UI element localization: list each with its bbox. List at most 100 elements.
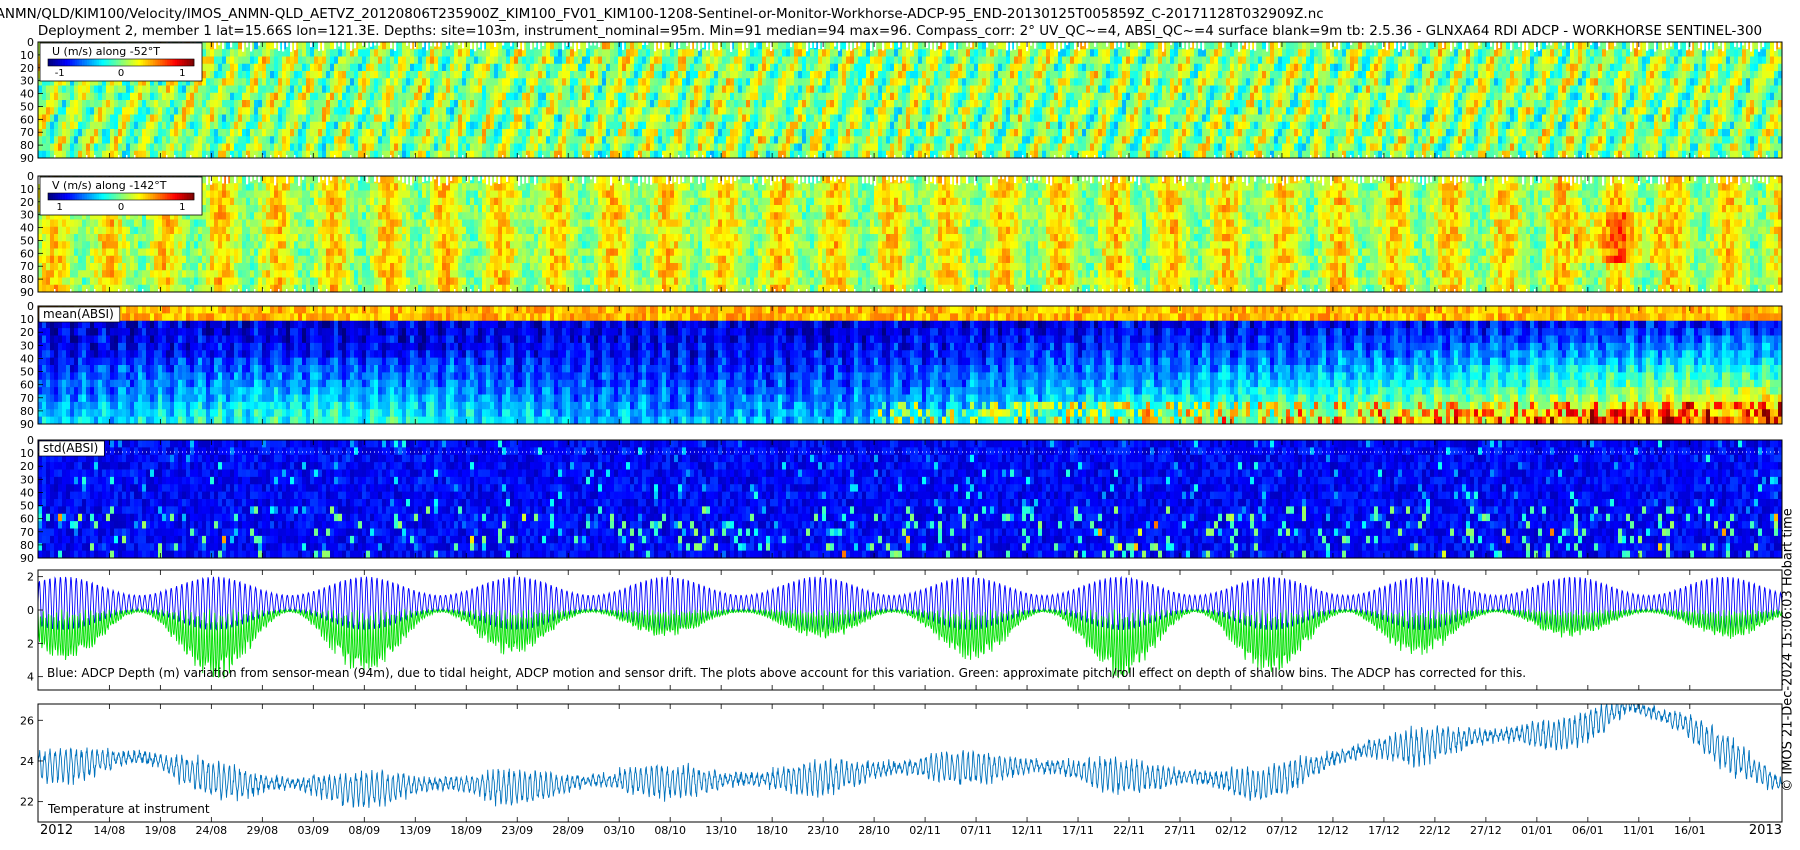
heatmap-cell [198,121,203,130]
heatmap-cell [62,143,67,152]
heatmap-cell [306,56,311,65]
heatmap-cell [1258,114,1263,123]
heatmap-cell [362,71,367,79]
heatmap-cell [878,129,883,137]
heatmap-cell [1166,143,1171,152]
heatmap-cell [374,92,379,101]
heatmap-cell [746,143,751,152]
heatmap-cell [858,150,863,158]
heatmap-cell [134,114,139,123]
heatmap-cell [558,42,563,50]
heatmap-cell [534,107,539,115]
heatmap-cell [734,107,739,115]
heatmap-cell [630,107,635,115]
heatmap-cell [1110,49,1115,57]
heatmap-cell [710,114,715,123]
heatmap-cell [654,49,659,57]
heatmap-cell [346,85,351,94]
heatmap-cell [630,63,635,72]
heatmap-cell [178,107,183,115]
heatmap-cell [1098,121,1103,130]
heatmap-cell [894,114,899,123]
heatmap-cell [462,85,467,94]
heatmap-cell [734,42,739,50]
heatmap-cell [1226,107,1231,115]
heatmap-cell [518,121,523,130]
heatmap-cell [526,114,531,123]
heatmap-cell [1250,136,1255,144]
heatmap-cell [606,129,611,137]
heatmap-cell [574,56,579,65]
heatmap-cell [846,121,851,130]
heatmap-cell [94,114,99,123]
heatmap-cell [258,129,263,137]
heatmap-cell [518,100,523,108]
heatmap-cell [306,42,311,50]
heatmap-cell [1146,63,1151,72]
heatmap-cell [958,143,963,152]
heatmap-cell [1106,100,1111,108]
heatmap-cell [1246,85,1251,94]
heatmap-cell [506,143,511,152]
heatmap-cell [414,49,419,57]
heatmap-cell [618,49,623,57]
heatmap-cell [222,114,227,123]
heatmap-cell [478,49,483,57]
heatmap-cell [758,100,763,108]
heatmap-cell [982,114,987,123]
heatmap-cell [390,78,395,86]
heatmap-cell [634,56,639,65]
heatmap-cell [858,63,863,72]
heatmap-cell [1074,129,1079,137]
heatmap-cell [778,100,783,108]
heatmap-cell [990,92,995,101]
heatmap-cell [746,71,751,79]
heatmap-cell [446,150,451,158]
heatmap-cell [534,129,539,137]
heatmap-cell [486,107,491,115]
heatmap-cell [294,136,299,144]
heatmap-cell [1086,49,1091,57]
heatmap-cell [870,85,875,94]
heatmap-cell [758,49,763,57]
heatmap-cell [1206,71,1211,79]
heatmap-cell [1054,71,1059,79]
heatmap-cell [254,121,259,130]
heatmap-cell [322,143,327,152]
heatmap-cell [1014,63,1019,72]
heatmap-cell [242,143,247,152]
heatmap-cell [606,85,611,94]
heatmap-cell [902,100,907,108]
heatmap-cell [534,92,539,101]
heatmap-cell [722,78,727,86]
heatmap-cell [206,92,211,101]
heatmap-cell [930,100,935,108]
heatmap-cell [326,114,331,123]
heatmap-cell [502,143,507,152]
heatmap-cell [422,85,427,94]
heatmap-cell [726,129,731,137]
heatmap-cell [554,85,559,94]
heatmap-cell [738,121,743,130]
heatmap-cell [1078,71,1083,79]
heatmap-cell [38,136,43,144]
heatmap-cell [1270,121,1275,130]
heatmap-cell [806,143,811,152]
heatmap-cell [86,107,91,115]
heatmap-cell [974,107,979,115]
heatmap-cell [718,143,723,152]
heatmap-cell [914,100,919,108]
heatmap-cell [842,114,847,123]
heatmap-cell [890,92,895,101]
heatmap-cell [658,92,663,101]
heatmap-cell [802,42,807,50]
heatmap-cell [246,78,251,86]
heatmap-cell [318,129,323,137]
heatmap-cell [1090,121,1095,130]
heatmap-cell [254,56,259,65]
heatmap-cell [1222,121,1227,130]
heatmap-cell [794,143,799,152]
heatmap-cell [646,92,651,101]
heatmap-cell [1190,107,1195,115]
heatmap-cell [470,49,475,57]
